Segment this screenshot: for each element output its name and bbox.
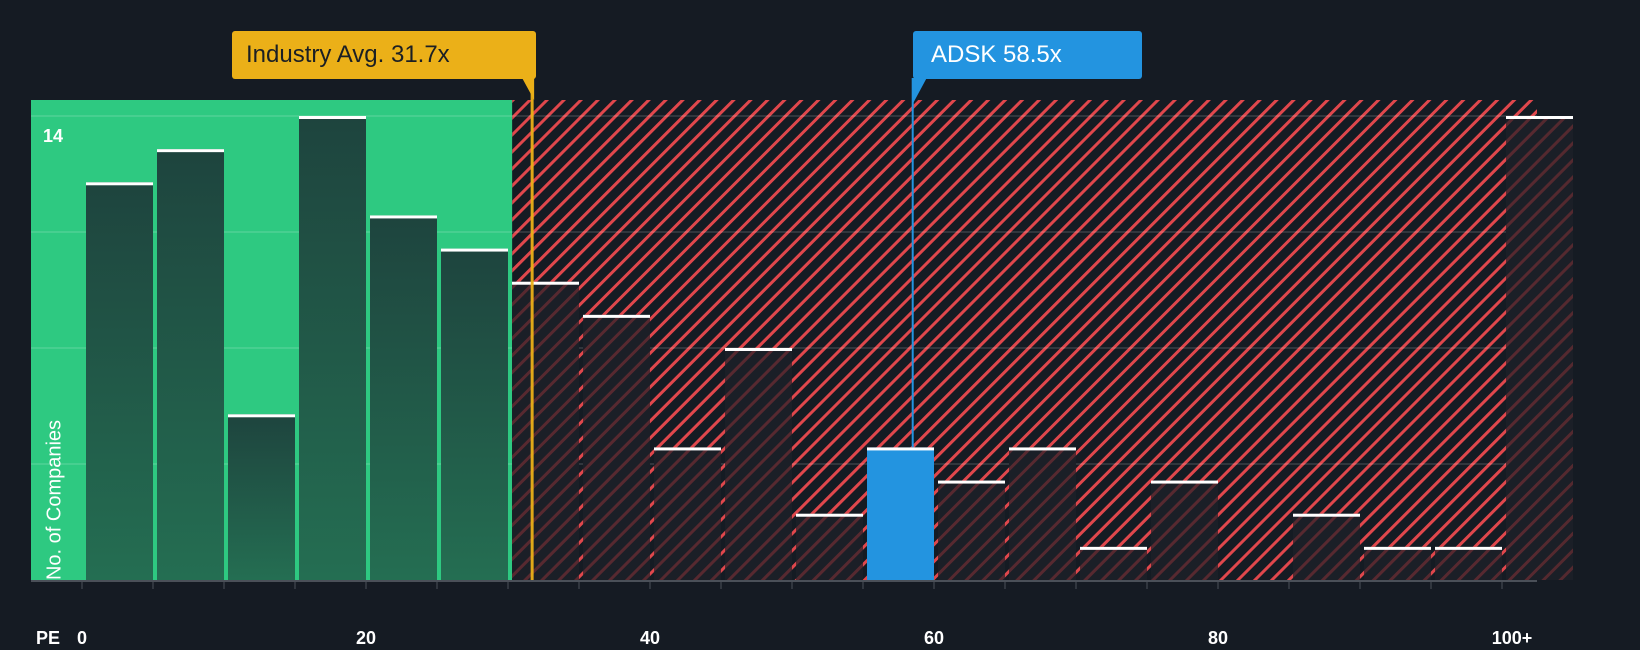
- x-axis-title: PE: [36, 628, 61, 648]
- bar-cap: [1435, 546, 1502, 550]
- histogram-bar: [512, 281, 579, 580]
- x-tick-label: 60: [923, 628, 945, 648]
- histogram-bar: [441, 248, 508, 581]
- histogram-bar: [654, 447, 721, 580]
- histogram-bar: [299, 116, 366, 580]
- bar-cap: [1364, 546, 1431, 550]
- histogram-bar: [1080, 546, 1147, 580]
- histogram-bar: [1009, 447, 1076, 580]
- bar-cap: [86, 182, 153, 186]
- company-callout-pointer: [912, 78, 927, 104]
- bar-cap: [299, 116, 366, 119]
- x-tick-label: 80: [1207, 628, 1229, 648]
- bar-cap: [157, 149, 224, 153]
- y-axis-max-label: 14: [43, 126, 64, 146]
- x-axis: [31, 580, 1537, 589]
- x-tick-label: 0: [76, 628, 88, 648]
- histogram-bars: [86, 116, 1573, 581]
- histogram-bar: [1506, 116, 1573, 580]
- histogram-bar: [228, 414, 295, 580]
- bar-cap: [1293, 513, 1360, 517]
- industry-callout-pointer: [522, 78, 535, 100]
- bar-cap: [441, 248, 508, 252]
- bar-cap: [725, 348, 792, 351]
- bar-cap: [796, 513, 863, 517]
- histogram-bar: [725, 348, 792, 580]
- x-tick-label: 20: [355, 628, 377, 648]
- company-pe-callout: ADSK 58.5x: [913, 31, 1142, 79]
- bar-cap: [1151, 480, 1218, 484]
- bar-cap: [583, 314, 650, 318]
- x-tick-label: 40: [639, 628, 661, 648]
- histogram-bar: [1364, 546, 1431, 580]
- y-axis-title: No. of Companies: [43, 419, 66, 581]
- company-pe-label: ADSK 58.5x: [931, 41, 1062, 68]
- value-markers: [522, 78, 927, 580]
- histogram-bar: [1151, 480, 1218, 580]
- histogram-bar: [867, 447, 934, 580]
- histogram-bar: [1293, 513, 1360, 580]
- histogram-bar: [583, 314, 650, 580]
- histogram-bar: [938, 480, 1005, 580]
- bar-cap: [1080, 546, 1147, 550]
- histogram-bar: [157, 149, 224, 580]
- bar-cap: [370, 215, 437, 219]
- bar-cap: [512, 281, 579, 285]
- industry-average-label: Industry Avg. 31.7x: [246, 41, 450, 68]
- histogram-bar: [1435, 546, 1502, 580]
- bar-cap: [1009, 447, 1076, 451]
- bar-cap: [867, 447, 934, 451]
- histogram-bar: [86, 182, 153, 581]
- industry-average-callout: Industry Avg. 31.7x: [232, 31, 536, 79]
- x-tick-label: 100+: [1491, 628, 1533, 648]
- bar-cap: [1506, 116, 1573, 119]
- histogram-bar: [796, 513, 863, 580]
- histogram-bar: [370, 215, 437, 580]
- bar-cap: [654, 447, 721, 451]
- bar-cap: [938, 480, 1005, 484]
- bar-cap: [228, 414, 295, 418]
